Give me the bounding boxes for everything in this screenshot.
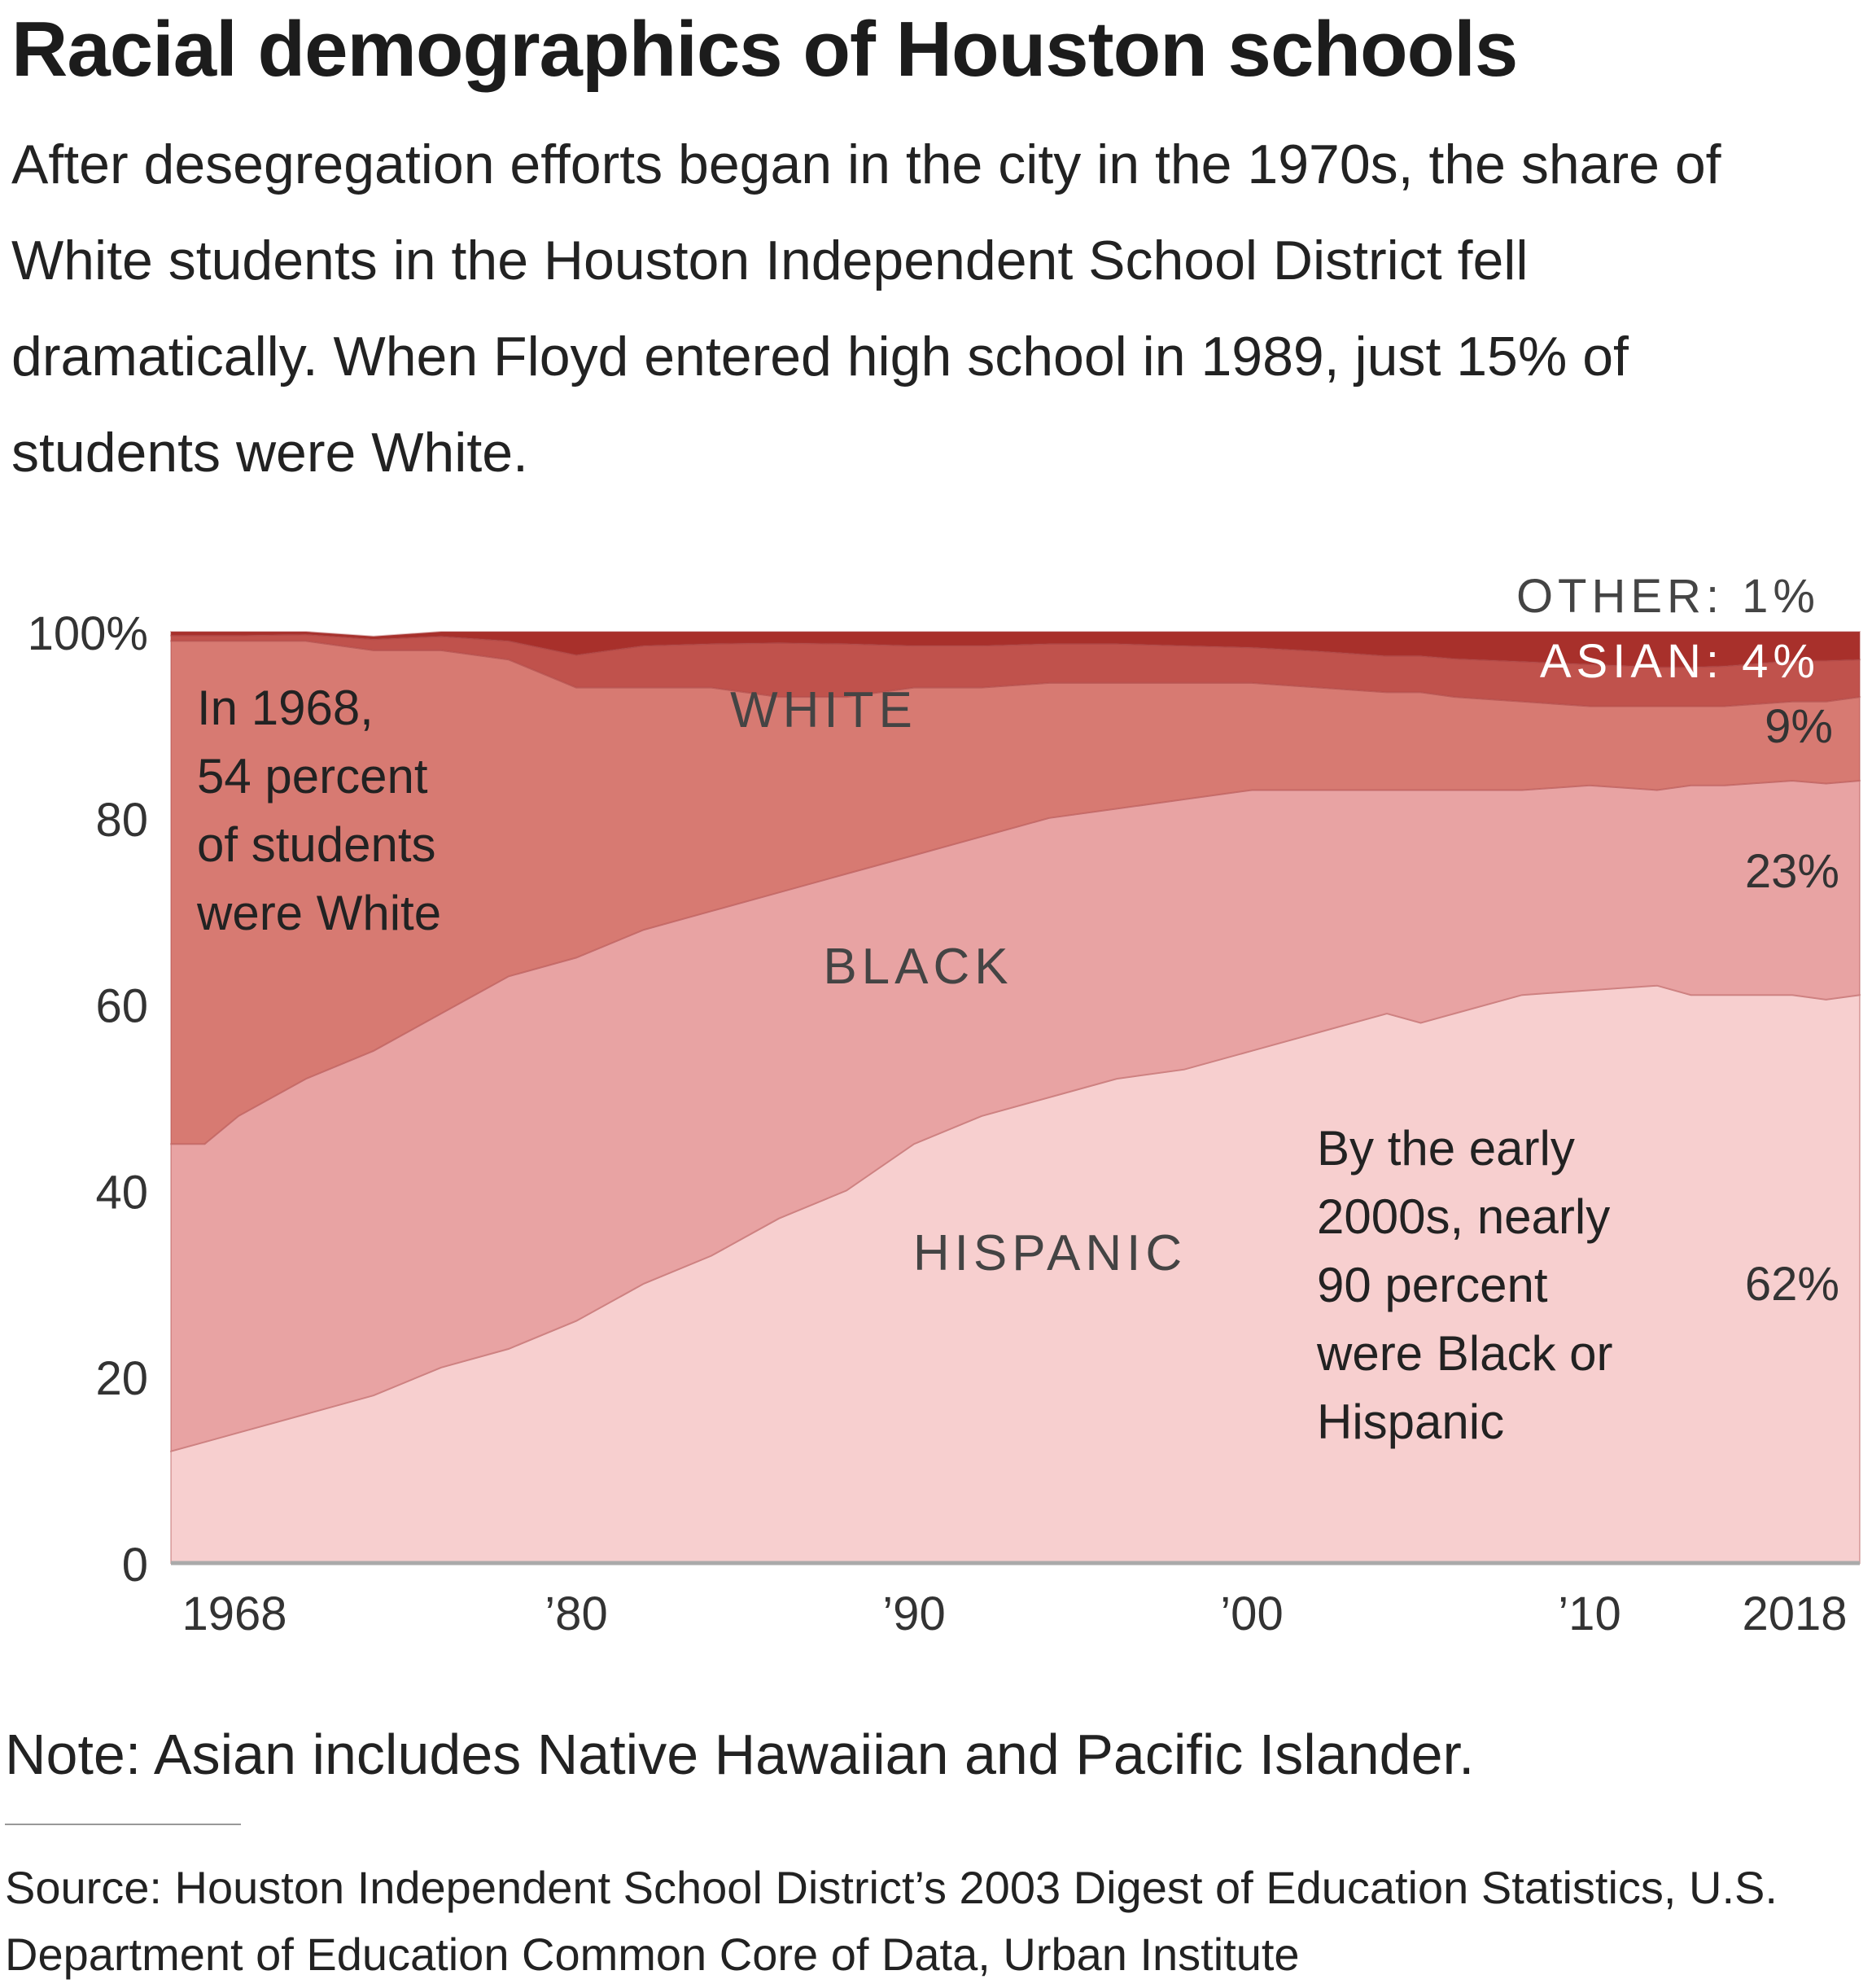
annotation-line: 90 percent — [1317, 1258, 1548, 1312]
annotation-1968-white: In 1968, 54 percent of students were White — [196, 681, 441, 940]
end-label-asian: ASIAN: 4% — [1540, 635, 1820, 688]
y-tick-label: 100% — [28, 607, 148, 660]
x-tick-label: 2018 — [1742, 1587, 1847, 1640]
area-other — [170, 631, 1861, 668]
chart-subtitle: After desegregation efforts began in the… — [11, 134, 1721, 484]
chart-note: Note: Asian includes Native Hawaiian and… — [5, 1723, 1475, 1786]
x-tick-label: ’00 — [1220, 1587, 1283, 1640]
source-divider — [5, 1824, 241, 1825]
annotation-line: were White — [196, 886, 441, 940]
area-label-hispanic: HISPANIC — [913, 1225, 1187, 1281]
end-label-hispanic: 62% — [1745, 1258, 1839, 1311]
annotation-line: 2000s, nearly — [1317, 1189, 1610, 1244]
y-tick-label: 0 — [122, 1539, 148, 1592]
y-tick-label: 80 — [95, 794, 148, 847]
end-label-white: 9% — [1765, 700, 1833, 753]
area-label-white: WHITE — [730, 682, 917, 738]
x-tick-label: ’90 — [882, 1587, 945, 1640]
x-tick-label: ’10 — [1558, 1587, 1621, 1640]
annotation-early-2000s: By the early 2000s, nearly 90 percent were … — [1316, 1121, 1612, 1449]
y-tick-label: 60 — [95, 980, 148, 1033]
area-label-black: BLACK — [823, 939, 1013, 995]
end-label-black: 23% — [1745, 845, 1839, 898]
annotation-line: By the early — [1317, 1121, 1575, 1176]
y-tick-label: 40 — [95, 1166, 148, 1219]
area-layers — [170, 631, 1861, 1564]
y-axis-ticks: 0 20 40 60 80 100% — [28, 607, 148, 1592]
x-tick-label: ’80 — [545, 1587, 607, 1640]
annotation-line: In 1968, — [197, 681, 374, 735]
y-tick-label: 20 — [95, 1352, 148, 1405]
annotation-line: Hispanic — [1317, 1395, 1504, 1449]
stacked-area-chart: 0 20 40 60 80 100% 1968 ’80 ’90 ’00 ’10 2018 WHITE… — [28, 570, 1861, 1640]
annotation-line: 54 percent — [197, 749, 428, 804]
chart-source: Source: Houston Independent School Distr… — [5, 1862, 1778, 1980]
x-axis-ticks: 1968 ’80 ’90 ’00 ’10 2018 — [182, 1587, 1847, 1640]
x-tick-label: 1968 — [182, 1587, 286, 1640]
annotation-line: were Black or — [1316, 1326, 1612, 1381]
end-label-other: OTHER: 1% — [1516, 570, 1820, 623]
annotation-line: of students — [197, 817, 436, 872]
chart-title: Racial demographics of Houston schools — [11, 6, 1518, 93]
